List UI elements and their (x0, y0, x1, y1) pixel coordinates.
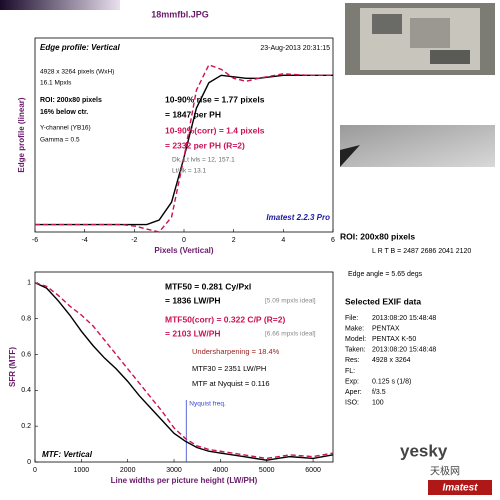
annotation: Imatest 2.2.3 Pro (266, 213, 330, 222)
roi-label: ROI: 200x80 pixels (340, 231, 415, 241)
chart-title: MTF: Vertical (42, 450, 93, 459)
annotation: 16% below ctr. (40, 109, 88, 116)
annotation: 10-90% rise = 1.77 pixels (165, 94, 265, 104)
exif-value: 0.125 s (1/8) (372, 378, 411, 385)
x-axis-label: Line widths per picture height (LW/PH) (111, 476, 258, 485)
x-axis-label: Pixels (Vertical) (154, 246, 213, 255)
exif-value: 2013:08:20 15:48:48 (372, 315, 436, 322)
y-tick-label: 0.8 (21, 315, 31, 322)
annotation: 4928 x 3264 pixels (WxH) (40, 69, 114, 76)
y-tick-label: 0 (27, 459, 31, 466)
x-tick-label: 4 (281, 237, 285, 244)
y-tick-label: 0.6 (21, 351, 31, 358)
x-tick-label: 6000 (305, 467, 321, 474)
x-tick-label: 6 (331, 237, 335, 244)
exif-value: 100 (372, 400, 384, 407)
exif-value: 4928 x 3264 (372, 357, 411, 364)
annotation: [5.09 mpxls ideal] (265, 298, 316, 305)
exif-value: PENTAX (372, 325, 400, 332)
series-line (34, 282, 334, 460)
exif-key: File: (345, 315, 358, 322)
x-tick-label: 0 (33, 467, 37, 474)
x-tick-label: -2 (131, 237, 137, 244)
annotation: MTF50(corr) = 0.322 C/P (R=2) (165, 314, 285, 324)
file-title: 18mmfbl.JPG (151, 9, 209, 19)
logo-box (428, 480, 492, 495)
annotation: = 2103 LW/PH (165, 328, 221, 338)
annotation: Undersharpening = 18.4% (192, 347, 280, 356)
exif-key: Make: (345, 325, 364, 332)
annotation: MTF50 = 0.281 Cy/Pxl (165, 281, 251, 291)
annotation: Y-channel (YB16) (40, 125, 91, 132)
x-tick-label: 2000 (120, 467, 136, 474)
exif-key: Exp: (345, 378, 359, 385)
roi-image (340, 125, 495, 167)
exif-key: ISO: (345, 400, 359, 407)
annotation: ROI: 200x80 pixels (40, 97, 102, 104)
x-tick-label: -4 (82, 237, 88, 244)
exif-key: FL: (345, 368, 355, 375)
y-tick-label: 1 (27, 280, 31, 287)
annotation: = 1836 LW/PH (165, 295, 221, 305)
annotation: Dk, Lt lvls = 12, 157.1 (172, 157, 235, 164)
x-tick-label: 5000 (259, 467, 275, 474)
annotation: = 1847 per PH (165, 109, 221, 119)
annotation: 23-Aug-2013 20:31:15 (260, 45, 330, 52)
annotation: 16.1 Mpxls (40, 80, 72, 87)
watermark-site: yesky (400, 441, 448, 460)
x-tick-label: 4000 (213, 467, 229, 474)
thumbnail (345, 3, 495, 75)
annotation: = 2332 per PH (R=2) (165, 140, 245, 150)
y-tick-label: 0.2 (21, 423, 31, 430)
series-line (35, 63, 333, 233)
x-tick-label: 1000 (74, 467, 90, 474)
exif-key: Aper: (345, 389, 362, 396)
nyquist-label: Nyquist freq. (189, 401, 226, 408)
annotation: MTF30 = 2351 LW/PH (192, 364, 266, 373)
roi-bounds: L R T B = 2487 2686 2041 2120 (372, 248, 471, 255)
x-tick-label: 0 (182, 237, 186, 244)
annotation: Lt/dk = 13.1 (172, 168, 207, 175)
edge-angle: Edge angle = 5.65 degs (348, 271, 423, 278)
annotation: MTF at Nyquist = 0.116 (192, 379, 270, 388)
exif-key: Model: (345, 336, 366, 343)
x-tick-label: -6 (32, 237, 38, 244)
annotation: 10-90%(corr) = 1.4 pixels (165, 125, 265, 135)
chart-title: Edge profile: Vertical (40, 43, 121, 52)
x-tick-label: 2 (232, 237, 236, 244)
exif-value: f/3.5 (372, 389, 386, 396)
header-strip (0, 0, 120, 10)
plot-frame (34, 271, 334, 463)
x-tick-label: 3000 (166, 467, 182, 474)
annotation: [6.66 mpxls ideal] (265, 331, 316, 338)
annotation: Gamma = 0.5 (40, 137, 80, 144)
series-line (34, 282, 334, 461)
exif-title: Selected EXIF data (345, 296, 421, 306)
exif-value: PENTAX K-50 (372, 336, 416, 343)
y-tick-label: 0.4 (21, 387, 31, 394)
y-axis-label: Edge profile (linear) (17, 97, 26, 172)
y-axis-label: SFR (MTF) (8, 347, 17, 387)
exif-key: Res: (345, 357, 359, 364)
watermark-site-cn: 天极网 (430, 465, 460, 478)
exif-key: Taken: (345, 347, 366, 354)
watermark-logo: Imatest (442, 483, 478, 494)
exif-value: 2013:08:20 15:48:48 (372, 347, 436, 354)
